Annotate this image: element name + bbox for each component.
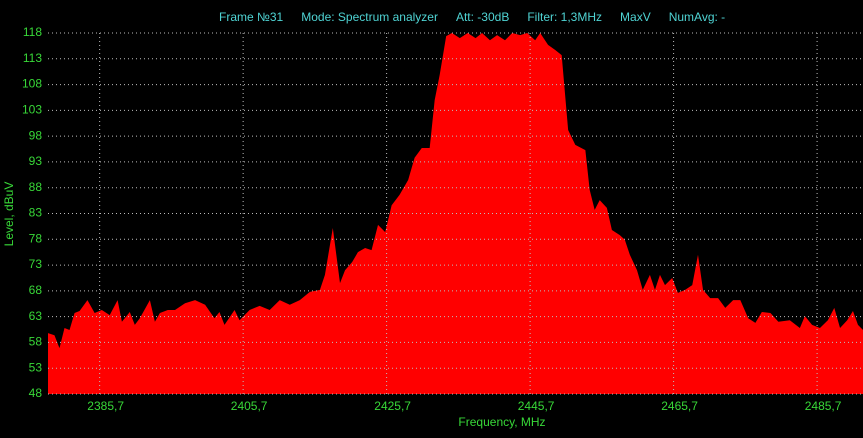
x-tick-label: 2465,7 [661, 399, 698, 413]
y-tick-label: 63 [29, 309, 43, 323]
x-tick-label: 2385,7 [87, 399, 124, 413]
x-tick-label: 2445,7 [518, 399, 555, 413]
x-tick-label: 2485,7 [805, 399, 842, 413]
y-tick-label: 83 [29, 206, 43, 220]
y-tick-label: 58 [29, 335, 43, 349]
y-tick-label: 88 [29, 180, 43, 194]
y-tick-label: 118 [23, 25, 42, 39]
y-tick-label: 93 [29, 154, 43, 168]
header-item: Frame №31 [219, 10, 284, 24]
y-tick-label: 108 [22, 77, 42, 91]
y-axis-label: Level, dBuV [2, 182, 16, 247]
x-tick-label: 2405,7 [231, 399, 268, 413]
x-tick-label: 2425,7 [374, 399, 411, 413]
spectrum-area [48, 33, 863, 394]
y-tick-label: 68 [29, 283, 43, 297]
y-tick-label: 98 [29, 128, 43, 142]
header-item: Att: -30dB [456, 10, 509, 24]
x-axis-label: Frequency, MHz [458, 415, 545, 429]
y-tick-label: 73 [29, 257, 43, 271]
header-item: MaxV [620, 10, 651, 24]
y-tick-label: 113 [23, 51, 42, 65]
header-item: Filter: 1,3MHz [527, 10, 602, 24]
header: Frame №31 Mode: Spectrum analyzer Att: -30… [219, 10, 725, 24]
y-tick-label: 48 [29, 386, 43, 400]
y-tick-label: 53 [29, 360, 43, 374]
header-item: Mode: Spectrum analyzer [301, 10, 438, 24]
header-item: NumAvg: - [669, 10, 725, 24]
y-tick-label: 78 [29, 231, 43, 245]
y-tick-label: 103 [22, 103, 42, 117]
